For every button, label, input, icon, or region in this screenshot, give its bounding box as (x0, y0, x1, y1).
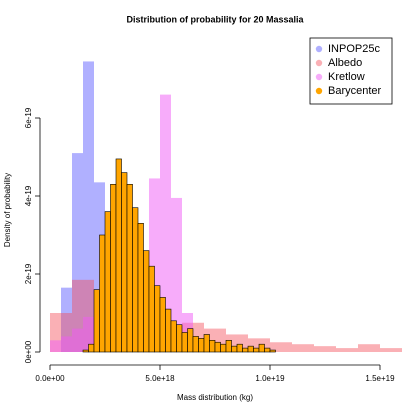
histogram-bar (170, 320, 177, 353)
histogram-bar (99, 234, 106, 353)
histogram-bar (336, 348, 358, 352)
histogram-bar (160, 94, 171, 352)
histogram-bar (231, 345, 238, 353)
histogram-bar (165, 308, 172, 353)
histogram-bar (247, 345, 254, 353)
y-axis-label: Density of probability (3, 173, 12, 247)
histogram-bar (181, 332, 188, 353)
histogram-bar (242, 347, 249, 353)
legend-label: INPOP25c (328, 43, 380, 55)
y-tick-label: 6e-19 (24, 107, 33, 128)
legend-box (309, 37, 393, 105)
histogram-bar (154, 285, 161, 353)
histogram-bar (61, 336, 72, 352)
histogram-bar (292, 344, 314, 352)
x-tick-label: 1.5e+19 (365, 374, 395, 383)
histogram-bar (209, 339, 216, 353)
histogram-bar (171, 197, 182, 352)
legend: INPOP25c Albedo Kretlow Barycenter (309, 37, 393, 105)
histogram-bar (187, 328, 194, 353)
histogram-bar (380, 348, 402, 352)
histogram-bar (137, 223, 144, 353)
histogram-bar (314, 346, 336, 352)
histogram-bar (61, 287, 72, 352)
histogram-bar (176, 324, 183, 353)
histogram-bar (269, 349, 276, 353)
legend-marker (315, 59, 323, 67)
histogram-bar (149, 178, 160, 352)
histogram-bar (214, 341, 221, 353)
histogram-bar (358, 344, 380, 352)
histogram-bar (50, 340, 61, 352)
histogram-bar (225, 339, 232, 353)
legend-label: Kretlow (328, 71, 365, 83)
histogram-bar (126, 184, 133, 353)
histogram-bar (270, 342, 292, 352)
histogram-bar (83, 61, 94, 352)
histogram-bar (220, 343, 227, 353)
histogram-bar (132, 207, 139, 353)
x-tick-label: 0.0e+00 (35, 374, 65, 383)
legend-label: Barycenter (328, 85, 382, 97)
histogram-bar (253, 347, 260, 353)
histogram-bar (121, 172, 128, 353)
chart-title: Distribution of probability for 20 Massa… (126, 14, 304, 24)
histogram-bar (143, 250, 150, 353)
histogram-bar (93, 289, 100, 353)
y-tick-label: 4e-19 (24, 185, 33, 206)
histogram-bar (110, 184, 117, 353)
legend-label: Albedo (328, 57, 362, 69)
histogram-bar (72, 153, 83, 352)
histogram-bar (159, 297, 166, 353)
histogram-bar (203, 334, 210, 353)
histogram-bar (104, 211, 111, 353)
x-tick-label: 1.0e+19 (255, 374, 285, 383)
legend-marker (315, 45, 323, 53)
legend-marker (315, 87, 323, 95)
histogram-bar (82, 349, 89, 353)
x-axis-label: Mass distribution (kg) (177, 393, 253, 402)
histogram-bar (88, 343, 95, 353)
histogram-bar (115, 158, 122, 353)
histogram-bar (83, 316, 94, 352)
series-3 (82, 158, 276, 353)
histogram-bar (72, 328, 83, 352)
histogram-bar (148, 265, 155, 353)
legend-marker (315, 73, 323, 81)
histogram-bar (264, 347, 271, 353)
y-tick-label: 2e-19 (24, 263, 33, 284)
y-tick-label: 0e+00 (24, 340, 33, 363)
histogram-bar (258, 343, 265, 353)
x-tick-label: 5.0e+18 (145, 374, 175, 383)
histogram-bar (198, 338, 205, 353)
histogram-bar (192, 336, 199, 353)
histogram-bar (236, 343, 243, 353)
